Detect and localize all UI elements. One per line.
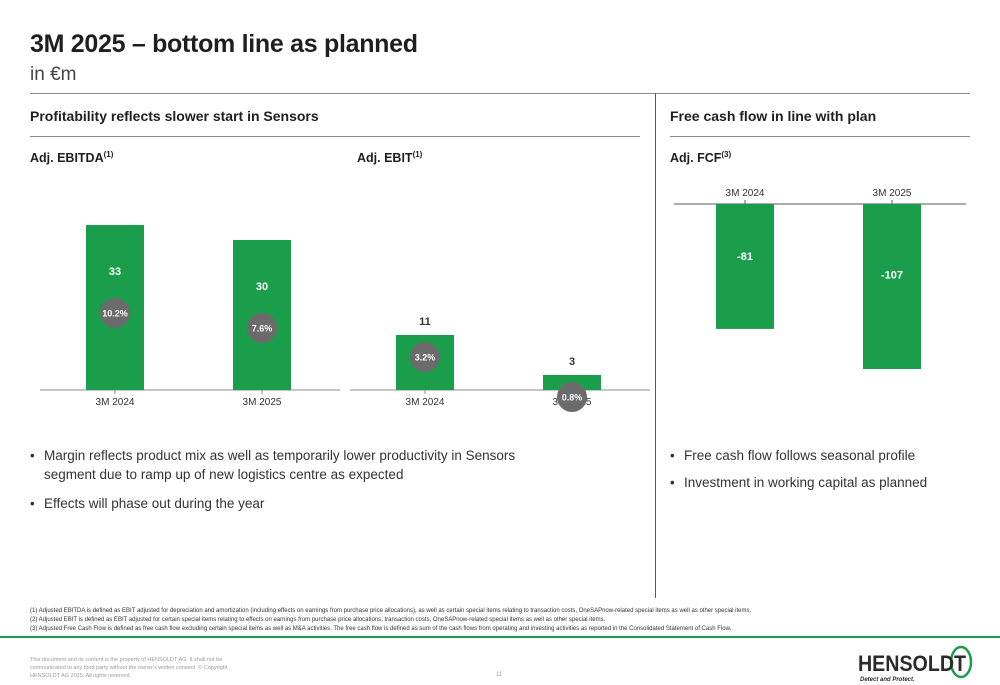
right-section-heading: Free cash flow in line with plan <box>670 108 877 124</box>
margin-label: 10.2% <box>102 309 128 319</box>
value-label: 33 <box>109 266 121 278</box>
margin-bubble <box>100 298 130 328</box>
ebit-title: Adj. EBIT(1) <box>357 150 423 166</box>
left-bullet-item: Effects will phase out during the year <box>30 494 540 513</box>
right-bullet-item: Free cash flow follows seasonal profile <box>670 446 970 465</box>
legal-notice: This document and its content is the pro… <box>30 657 228 679</box>
hensoldt-logo: HENSOLDT Detect and Protect. <box>858 645 973 683</box>
margin-label: 0.8% <box>562 393 583 403</box>
x-tick-label: 3M 2025 <box>873 188 912 199</box>
value-label: -81 <box>737 251 753 263</box>
bar <box>863 204 921 369</box>
x-tick-label: 3M 2024 <box>726 188 765 199</box>
right-bullet-item: Investment in working capital as planned <box>670 473 970 492</box>
fcf-title: Adj. FCF(3) <box>670 150 732 166</box>
footnote: (3) Adjusted Free Cash Flow is defined a… <box>30 626 732 632</box>
right-section-divider <box>670 136 970 137</box>
footnote: (1) Adjusted EBITDA is defined as EBIT a… <box>30 608 752 614</box>
margin-bubble <box>557 382 587 412</box>
fcf-chart: 3M 2024 -81 3M 2025 -107 <box>674 188 966 369</box>
left-section-heading: Profitability reflects slower start in S… <box>30 108 319 124</box>
ebitda-chart: 3M 2024 33 10.2% 3M 2025 30 7.6% <box>40 225 340 408</box>
footnotes: (1) Adjusted EBITDA is defined as EBIT a… <box>30 607 950 634</box>
x-tick-label: 3M 2024 <box>406 397 445 408</box>
column-divider <box>655 93 656 598</box>
page-subtitle: in €m <box>30 64 77 85</box>
svg-text:Detect and Protect.: Detect and Protect. <box>860 677 915 683</box>
margin-bubble <box>247 313 277 343</box>
bar <box>716 204 774 329</box>
value-label: 3 <box>569 356 575 368</box>
footer-green-line <box>0 636 1000 638</box>
x-tick-label: 3M 2024 <box>96 397 135 408</box>
left-bullet-item: Margin reflects product mix as well as t… <box>30 446 540 484</box>
svg-text:HENSOLDT: HENSOLDT <box>858 651 967 676</box>
left-bullet-list: Margin reflects product mix as well as t… <box>30 446 540 523</box>
footnote: (2) Adjusted EBIT is defined as EBIT adj… <box>30 617 606 623</box>
margin-label: 3.2% <box>415 353 436 363</box>
value-label: -107 <box>881 269 903 281</box>
right-bullet-list: Free cash flow follows seasonal profile … <box>670 446 970 502</box>
value-label: 30 <box>256 281 268 293</box>
margin-bubble <box>410 342 440 372</box>
header-divider <box>30 93 970 94</box>
page-number: 11 <box>496 672 503 678</box>
page-title: 3M 2025 – bottom line as planned <box>30 30 418 58</box>
x-tick-label: 3M 2025 <box>243 397 282 408</box>
margin-label: 7.6% <box>252 324 273 334</box>
left-section-divider <box>30 136 640 137</box>
value-label: 11 <box>419 316 431 328</box>
ebitda-title: Adj. EBITDA(1) <box>30 150 114 166</box>
